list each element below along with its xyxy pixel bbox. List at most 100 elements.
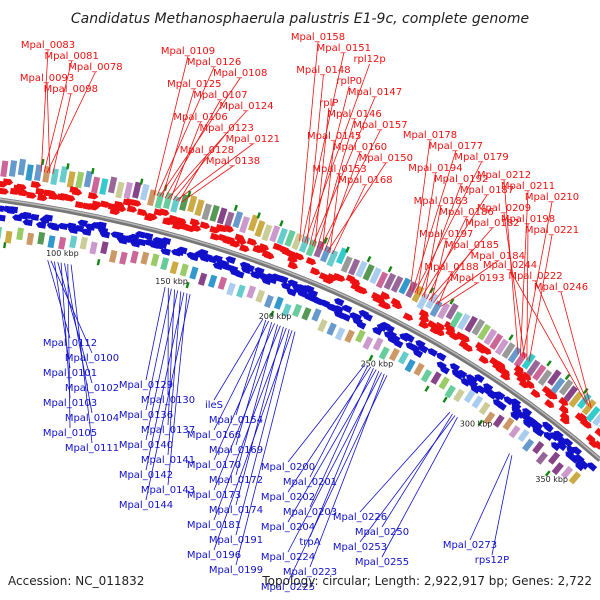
feature-block [187, 195, 198, 213]
forward-gene-label: Mpal_0168 [338, 175, 392, 186]
feature-block [255, 289, 266, 303]
forward-leader-line [416, 172, 436, 295]
feature-block [383, 272, 397, 290]
reverse-gene-label: Mpal_0105 [43, 428, 97, 439]
feature-block [326, 249, 339, 267]
forward-leader-line [430, 238, 447, 302]
feature-block [207, 274, 218, 288]
feature-block [194, 199, 205, 217]
reverse-leader-line [60, 262, 71, 399]
feature-block [453, 388, 465, 403]
reverse-gene-arrow [575, 462, 585, 472]
forward-gene-arrow [530, 388, 541, 398]
reverse-gene-arrow [393, 339, 404, 349]
reverse-gene-label: Mpal_0144 [119, 500, 173, 511]
feature-block [99, 178, 109, 196]
forward-gene-arrow [402, 312, 414, 321]
forward-leader-line [159, 77, 241, 197]
forward-leader-line [156, 66, 215, 196]
marker-tick [345, 246, 350, 253]
marker-tick [269, 310, 275, 318]
reverse-leader-line [287, 369, 377, 523]
feature-block [154, 191, 165, 209]
reverse-gene-arrow [22, 219, 33, 227]
feature-block [547, 369, 562, 386]
feature-block [483, 328, 498, 346]
reverse-gene-arrow [49, 223, 60, 231]
feature-block [378, 346, 390, 360]
forward-leader-line [331, 184, 366, 255]
feature-block [119, 251, 128, 265]
feature-block [217, 276, 228, 290]
forward-leader-line [520, 190, 529, 356]
reverse-gene-label: Mpal_0170 [187, 460, 241, 471]
reverse-gene-label: Mpal_0191 [209, 535, 263, 546]
feature-block [517, 428, 530, 443]
forward-gene-label: Mpal_0185 [445, 240, 499, 251]
feature-block [169, 261, 179, 275]
forward-leader-line [167, 110, 247, 199]
forward-gene-label: Mpal_0246 [534, 282, 588, 293]
feature-block [58, 236, 67, 250]
feature-block [0, 160, 9, 178]
reverse-leader-line [359, 411, 451, 513]
feature-block [522, 438, 535, 452]
feature-block [83, 170, 93, 188]
feature-block [162, 192, 173, 210]
feature-block [311, 308, 322, 322]
feature-block [326, 322, 337, 336]
feature-block [26, 232, 35, 246]
feature-block [416, 292, 430, 310]
reverse-leader-line [309, 370, 380, 538]
genome-title: Candidatus Methanosphaerula palustris E1… [71, 11, 529, 27]
feature-block [547, 451, 561, 465]
forward-gene-arrow [391, 300, 403, 310]
forward-gene-arrow [426, 320, 438, 329]
forward-gene-label: Mpal_0211 [501, 181, 555, 192]
marker-tick [544, 470, 551, 477]
feature-block [47, 235, 56, 249]
marker-tick [96, 259, 101, 266]
forward-gene-label: Mpal_0187 [460, 185, 514, 196]
reverse-gene-arrow [566, 446, 577, 456]
marker-tick [582, 387, 589, 395]
feature-block [132, 181, 142, 199]
feature-block [501, 342, 516, 359]
reverse-gene-label: Mpal_0202 [261, 492, 315, 503]
feature-block [236, 284, 246, 298]
feature-block [483, 411, 496, 425]
feature-block [247, 214, 259, 232]
forward-leader-line [435, 260, 499, 305]
feature-block [581, 398, 597, 416]
reverse-gene-arrow [563, 438, 574, 448]
forward-gene-label: Mpal_0121 [226, 134, 280, 145]
feature-block [348, 258, 361, 276]
reverse-leader-line [381, 417, 458, 558]
feature-block [464, 315, 478, 333]
forward-leader-line [509, 269, 588, 405]
feature-block [317, 318, 328, 333]
feature-block [269, 225, 281, 243]
forward-gene-arrow [137, 208, 148, 216]
reverse-gene-label: Mpal_0130 [141, 395, 195, 406]
marker-tick [546, 360, 552, 367]
reverse-gene-label: Mpal_0196 [187, 550, 241, 561]
reverse-gene-label: rps12P [475, 555, 509, 566]
forward-gene-label: Mpal_0151 [317, 43, 371, 54]
forward-gene-arrow [199, 221, 211, 230]
reverse-gene-label: Mpal_0200 [261, 462, 315, 473]
reverse-gene-arrow [20, 211, 32, 219]
reverse-leader-line [491, 455, 513, 556]
feature-block [471, 318, 486, 336]
forward-leader-line [421, 194, 488, 297]
reverse-gene-label: Mpal_0129 [119, 380, 173, 391]
marker-tick [477, 419, 484, 426]
feature-block [508, 425, 521, 439]
reverse-gene-arrow [543, 432, 554, 442]
feature-block [79, 236, 88, 250]
feature-block [532, 441, 545, 455]
feature-block [478, 401, 491, 416]
forward-gene-arrow [115, 204, 127, 212]
